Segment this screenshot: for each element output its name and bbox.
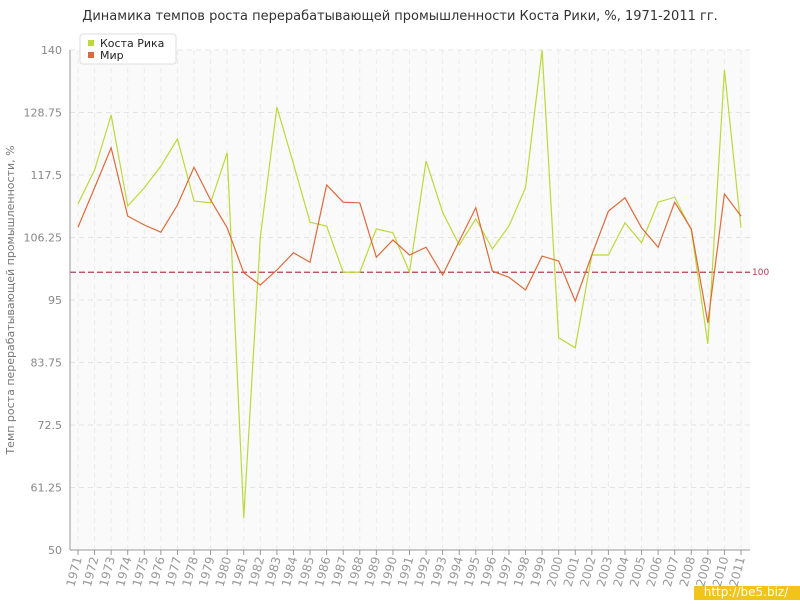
y-tick-label: 50: [48, 544, 62, 557]
y-tick-label: 140: [41, 44, 62, 57]
y-tick-label: 61.25: [31, 482, 63, 495]
lines: [70, 49, 750, 518]
grid: [70, 49, 750, 551]
y-tick-label: 128.75: [24, 107, 63, 120]
legend-label: Коста Рика: [100, 37, 164, 50]
legend-swatch: [88, 40, 94, 46]
watermark: http://be5.biz/: [704, 585, 789, 599]
legend-swatch: [88, 52, 94, 58]
chart-title: Динамика темпов роста перерабатывающей п…: [82, 9, 718, 24]
legend-label: Мир: [100, 49, 124, 62]
series-line: [77, 145, 742, 323]
y-tick-label: 106.25: [24, 232, 63, 245]
watermark-bg: [694, 586, 800, 600]
reference-label: 100: [752, 268, 769, 278]
y-tick-label: 72.5: [38, 419, 63, 432]
y-tick-label: 117.5: [31, 169, 63, 182]
y-tick-label: 95: [48, 294, 62, 307]
y-axis-title: Темп роста перерабатывающей промышленнос…: [4, 145, 17, 455]
legend-box: [79, 33, 177, 65]
y-tick-label: 83.75: [31, 357, 63, 370]
